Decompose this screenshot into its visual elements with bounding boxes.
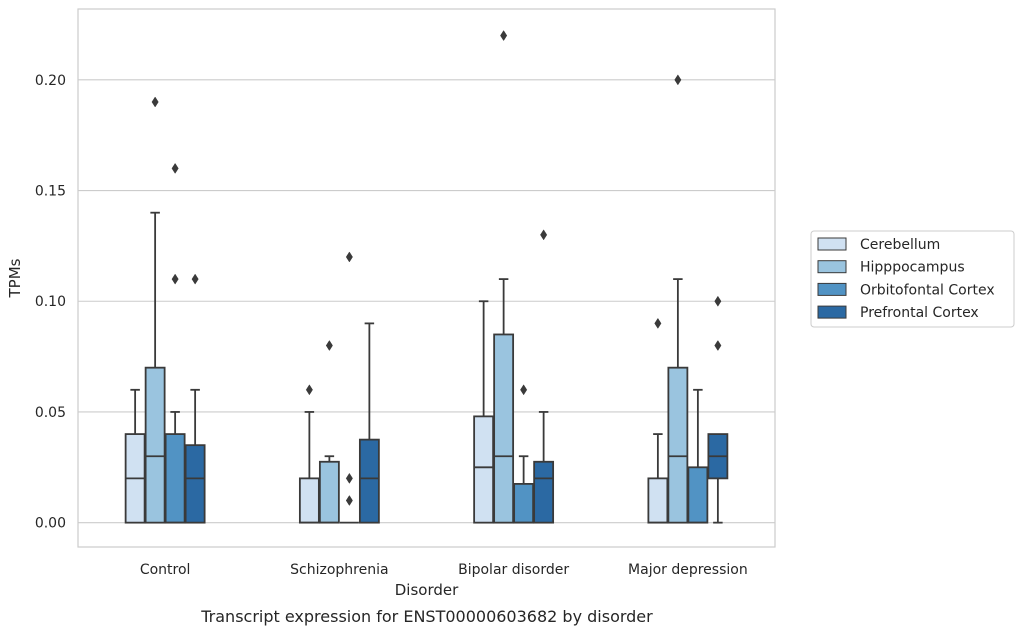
outlier-point <box>345 495 353 506</box>
outlier-point <box>674 74 682 86</box>
box-body <box>647 477 669 524</box>
outlier-point <box>305 384 313 396</box>
y-tick-label: 0.10 <box>35 294 66 310</box>
x-axis-ticks: Control Schizophrenia Bipolar disorder Majo… <box>140 562 748 578</box>
outlier-point <box>151 96 159 108</box>
legend-label: Cerebellum <box>860 237 940 253</box>
outlier-point <box>500 30 508 42</box>
outlier-point <box>191 273 199 285</box>
legend-swatch <box>817 260 847 274</box>
outlier-point <box>171 162 179 174</box>
box-1-1 <box>318 340 340 524</box>
x-tick-label: Major depression <box>628 562 748 578</box>
legend-label: Prefrontal Cortex <box>860 305 979 321</box>
box-1-0 <box>144 96 166 524</box>
box-3-2 <box>533 229 555 524</box>
box-3-3 <box>707 295 729 524</box>
box-layer <box>124 30 729 524</box>
x-tick-label: Bipolar disorder <box>458 562 569 578</box>
outlier-point <box>540 229 548 241</box>
box-2-0 <box>164 162 186 524</box>
box-0-0 <box>124 388 146 524</box>
x-axis-label: Disorder <box>395 581 459 599</box>
box-body <box>298 477 320 524</box>
x-tick-label: Control <box>140 562 191 578</box>
legend: Cerebellum Hipppocampus Orbitofontal Corte… <box>810 230 1015 328</box>
outlier-point <box>714 295 722 307</box>
box-0-1 <box>298 384 320 524</box>
outlier-point <box>654 317 662 329</box>
outlier-point <box>171 273 179 285</box>
legend-swatch <box>817 305 847 319</box>
box-2-3 <box>687 388 709 524</box>
box-body <box>493 333 515 524</box>
box-body <box>687 466 709 524</box>
box-1-3 <box>667 74 689 524</box>
box-body <box>667 366 689 524</box>
y-tick-label: 0.00 <box>35 516 66 532</box>
box-body <box>358 438 380 524</box>
box-2-1 <box>339 251 359 524</box>
outlier-point <box>714 340 722 351</box>
box-0-2 <box>473 300 495 524</box>
legend-swatch <box>817 237 847 251</box>
y-tick-label: 0.20 <box>35 73 66 89</box>
y-tick-label: 0.15 <box>35 184 66 200</box>
legend-frame <box>810 230 1015 328</box>
outlier-point <box>345 472 353 484</box>
box-3-0 <box>184 273 206 524</box>
box-0-3 <box>647 317 669 524</box>
outlier-point <box>345 251 353 263</box>
box-body <box>144 366 166 524</box>
legend-label: Hipppocampus <box>860 260 965 276</box>
box-body <box>318 460 340 524</box>
box-body <box>164 433 186 524</box>
outlier-point <box>520 384 528 396</box>
legend-swatch <box>817 282 847 296</box>
box-body <box>473 415 495 524</box>
y-axis-ticks: 0.00 0.05 0.10 0.15 0.20 <box>35 73 66 532</box>
box-body <box>184 444 206 524</box>
box-1-2 <box>493 30 515 524</box>
y-tick-label: 0.05 <box>35 405 66 421</box>
box-body <box>533 460 555 524</box>
legend-label: Orbitofontal Cortex <box>860 282 995 298</box>
box-body <box>513 483 535 524</box>
y-axis-label: TPMs <box>6 258 24 298</box>
x-tick-label: Schizophrenia <box>290 562 388 578</box>
box-3-1 <box>358 322 380 524</box>
outlier-point <box>325 340 333 351</box>
box-2-2 <box>513 384 535 524</box>
chart-caption: Transcript expression for ENST0000060368… <box>200 607 653 626</box>
plot-frame <box>77 8 776 548</box>
